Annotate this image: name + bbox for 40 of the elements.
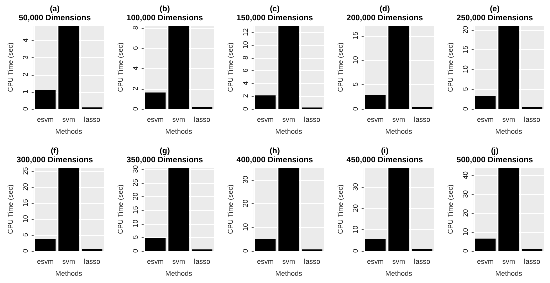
chart-title: (a) [50,4,60,14]
chart-title: (c) [270,4,280,14]
bar [388,168,410,250]
bar [168,26,190,109]
chart-subtitle: 400,000 Dimensions [236,155,314,164]
bar [58,26,80,109]
chart-title: (g) [160,146,170,155]
chart-subtitle: 200,000 Dimensions [346,14,424,22]
chart-title: (f) [51,146,60,155]
bar [475,238,496,250]
bar [498,168,520,250]
bar [498,26,520,109]
chart-subtitle: 100,000 Dimensions [126,14,204,22]
bar [145,92,166,109]
bar [278,168,300,250]
bar [255,96,276,109]
bar [278,26,300,109]
bar [58,168,80,250]
bar [475,96,496,109]
bar [365,238,386,250]
chart-subtitle: 350,000 Dimensions [126,155,204,164]
chart-title: (j) [491,146,500,155]
chart-title: (h) [270,146,280,155]
chart-subtitle: 150,000 Dimensions [236,14,314,22]
bar [35,238,56,250]
chart-subtitle: 300,000 Dimensions [16,155,94,164]
chart-title: (i) [381,146,390,155]
chart-subtitle: 450,000 Dimensions [346,155,424,164]
chart-title: (b) [160,4,170,14]
chart-title: (d) [380,4,390,14]
chart-subtitle: 50,000 Dimensions [18,14,92,22]
bar [365,95,386,109]
bar [168,168,190,250]
chart-title: (e) [490,4,500,14]
bar [145,238,166,250]
bar [35,90,56,109]
bar [255,238,276,250]
chart-subtitle: 250,000 Dimensions [456,14,534,22]
chart-subtitle: 500,000 Dimensions [456,155,534,164]
bar [388,26,410,109]
